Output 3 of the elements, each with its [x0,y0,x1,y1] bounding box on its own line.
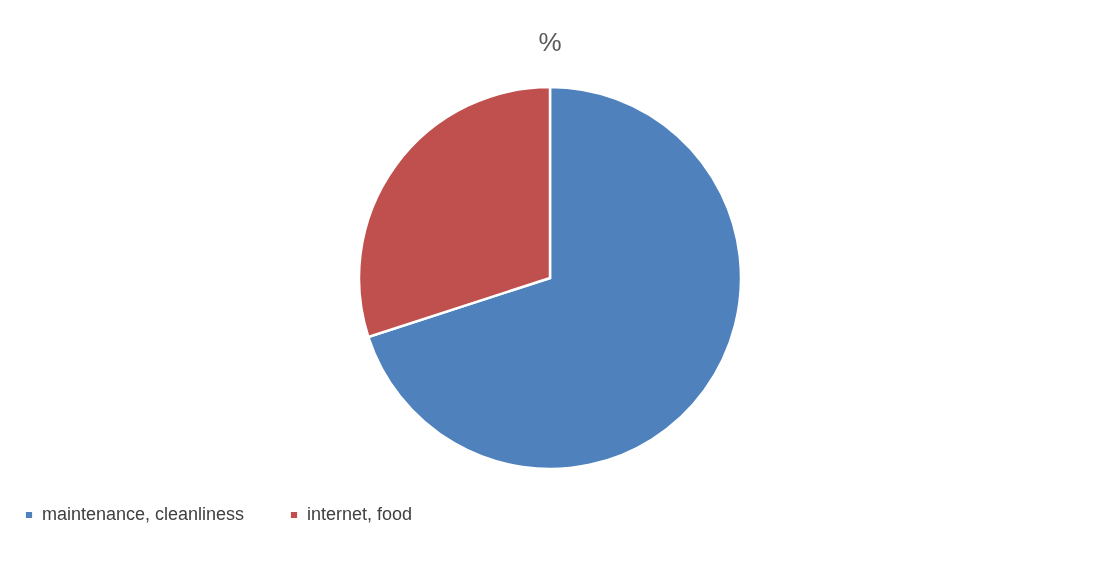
legend-label: maintenance, cleanliness [42,504,245,524]
legend-label: internet, food [307,504,413,524]
chart-title: % [538,27,562,57]
